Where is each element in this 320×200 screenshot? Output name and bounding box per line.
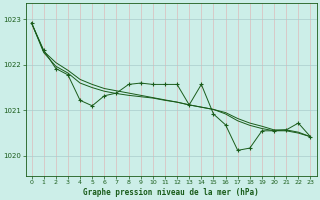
X-axis label: Graphe pression niveau de la mer (hPa): Graphe pression niveau de la mer (hPa) xyxy=(83,188,259,197)
